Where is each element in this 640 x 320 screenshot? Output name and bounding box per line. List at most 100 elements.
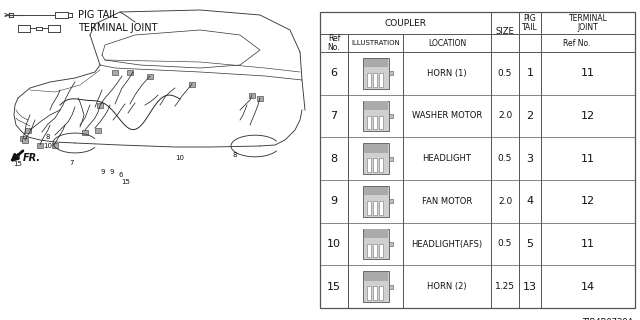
Text: SIZE: SIZE [495,28,515,36]
Bar [367,244,371,257]
Bar [52,142,58,148]
Text: 3: 3 [527,154,534,164]
Text: 12: 12 [581,111,595,121]
Text: HORN (1): HORN (1) [427,69,467,78]
Text: 13: 13 [523,282,537,292]
Bar [388,157,392,161]
Bar [378,201,383,215]
Text: 15: 15 [122,179,131,185]
Bar [388,242,392,246]
Text: 2.0: 2.0 [498,111,512,121]
Bar [37,142,43,148]
Text: FAN MOTOR: FAN MOTOR [422,197,472,206]
Text: PIG
TAIL: PIG TAIL [522,14,538,32]
FancyBboxPatch shape [362,228,388,259]
Bar [372,286,376,300]
FancyBboxPatch shape [362,143,388,174]
Text: TERMINAL JOINT: TERMINAL JOINT [78,23,157,33]
Text: 15: 15 [327,282,341,292]
Bar [372,73,376,87]
Text: 6: 6 [330,68,337,78]
Bar [378,158,383,172]
Bar [189,82,195,86]
Bar [367,116,371,129]
Text: 10: 10 [175,155,184,161]
Bar [378,286,383,300]
Bar [112,69,118,75]
Text: 11: 11 [581,154,595,164]
Text: 9: 9 [100,169,105,175]
Text: HEADLIGHT(AFS): HEADLIGHT(AFS) [412,239,483,249]
Text: LOCATION: LOCATION [428,38,466,47]
FancyBboxPatch shape [362,58,388,89]
Bar [364,187,387,195]
Text: 10: 10 [44,143,52,149]
Bar [388,114,392,118]
FancyBboxPatch shape [362,100,388,131]
Text: Ref
No.: Ref No. [328,34,340,52]
Bar [388,285,392,289]
Text: 8: 8 [233,152,237,158]
Text: 1.25: 1.25 [495,282,515,291]
Bar [22,138,28,142]
Bar [147,74,153,78]
Bar [378,244,383,257]
Text: COUPLER: COUPLER [385,19,426,28]
Bar [372,116,376,129]
Text: ILLUSTRATION: ILLUSTRATION [351,40,400,46]
Text: 6: 6 [16,153,20,159]
Bar [364,59,387,67]
Text: 2: 2 [527,111,534,121]
Bar [372,201,376,215]
Text: 0.5: 0.5 [498,239,512,249]
Text: 9: 9 [109,169,115,175]
Bar [378,73,383,87]
Text: 0.5: 0.5 [498,154,512,163]
Bar [20,135,26,140]
Text: 6: 6 [119,172,124,178]
Bar [372,244,376,257]
Bar [320,12,635,308]
Bar [249,92,255,98]
Text: 7: 7 [70,160,74,166]
Bar [320,12,635,308]
Bar [364,101,387,110]
Text: 2.0: 2.0 [498,197,512,206]
Bar [372,158,376,172]
Bar [97,102,103,108]
Text: 0.5: 0.5 [498,69,512,78]
FancyBboxPatch shape [362,271,388,302]
Text: 4: 4 [527,196,534,206]
Text: 11: 11 [581,239,595,249]
Bar [364,144,387,153]
Text: TERMINAL
JOINT: TERMINAL JOINT [568,14,607,32]
Text: 7: 7 [330,111,337,121]
Bar [82,130,88,134]
Bar [388,71,392,75]
Bar [257,95,263,100]
Text: 15: 15 [13,161,22,167]
Text: 14: 14 [581,282,595,292]
Bar [367,286,371,300]
Text: FR.: FR. [23,153,41,163]
Text: 5: 5 [527,239,534,249]
Text: PIG TAIL: PIG TAIL [78,10,118,20]
Bar [367,201,371,215]
Text: HORN (2): HORN (2) [427,282,467,291]
Text: 8: 8 [330,154,337,164]
Bar [364,229,387,238]
Text: TJB4B0720A: TJB4B0720A [582,318,633,320]
Bar [367,158,371,172]
Bar [95,127,101,132]
Text: HEADLIGHT: HEADLIGHT [422,154,472,163]
FancyBboxPatch shape [362,186,388,217]
Text: 9: 9 [330,196,337,206]
Text: WASHER MOTOR: WASHER MOTOR [412,111,482,121]
Bar [25,127,31,132]
Text: 11: 11 [581,68,595,78]
Text: 12: 12 [581,196,595,206]
Text: 10: 10 [327,239,341,249]
Bar [378,116,383,129]
Bar [388,199,392,203]
Bar [367,73,371,87]
